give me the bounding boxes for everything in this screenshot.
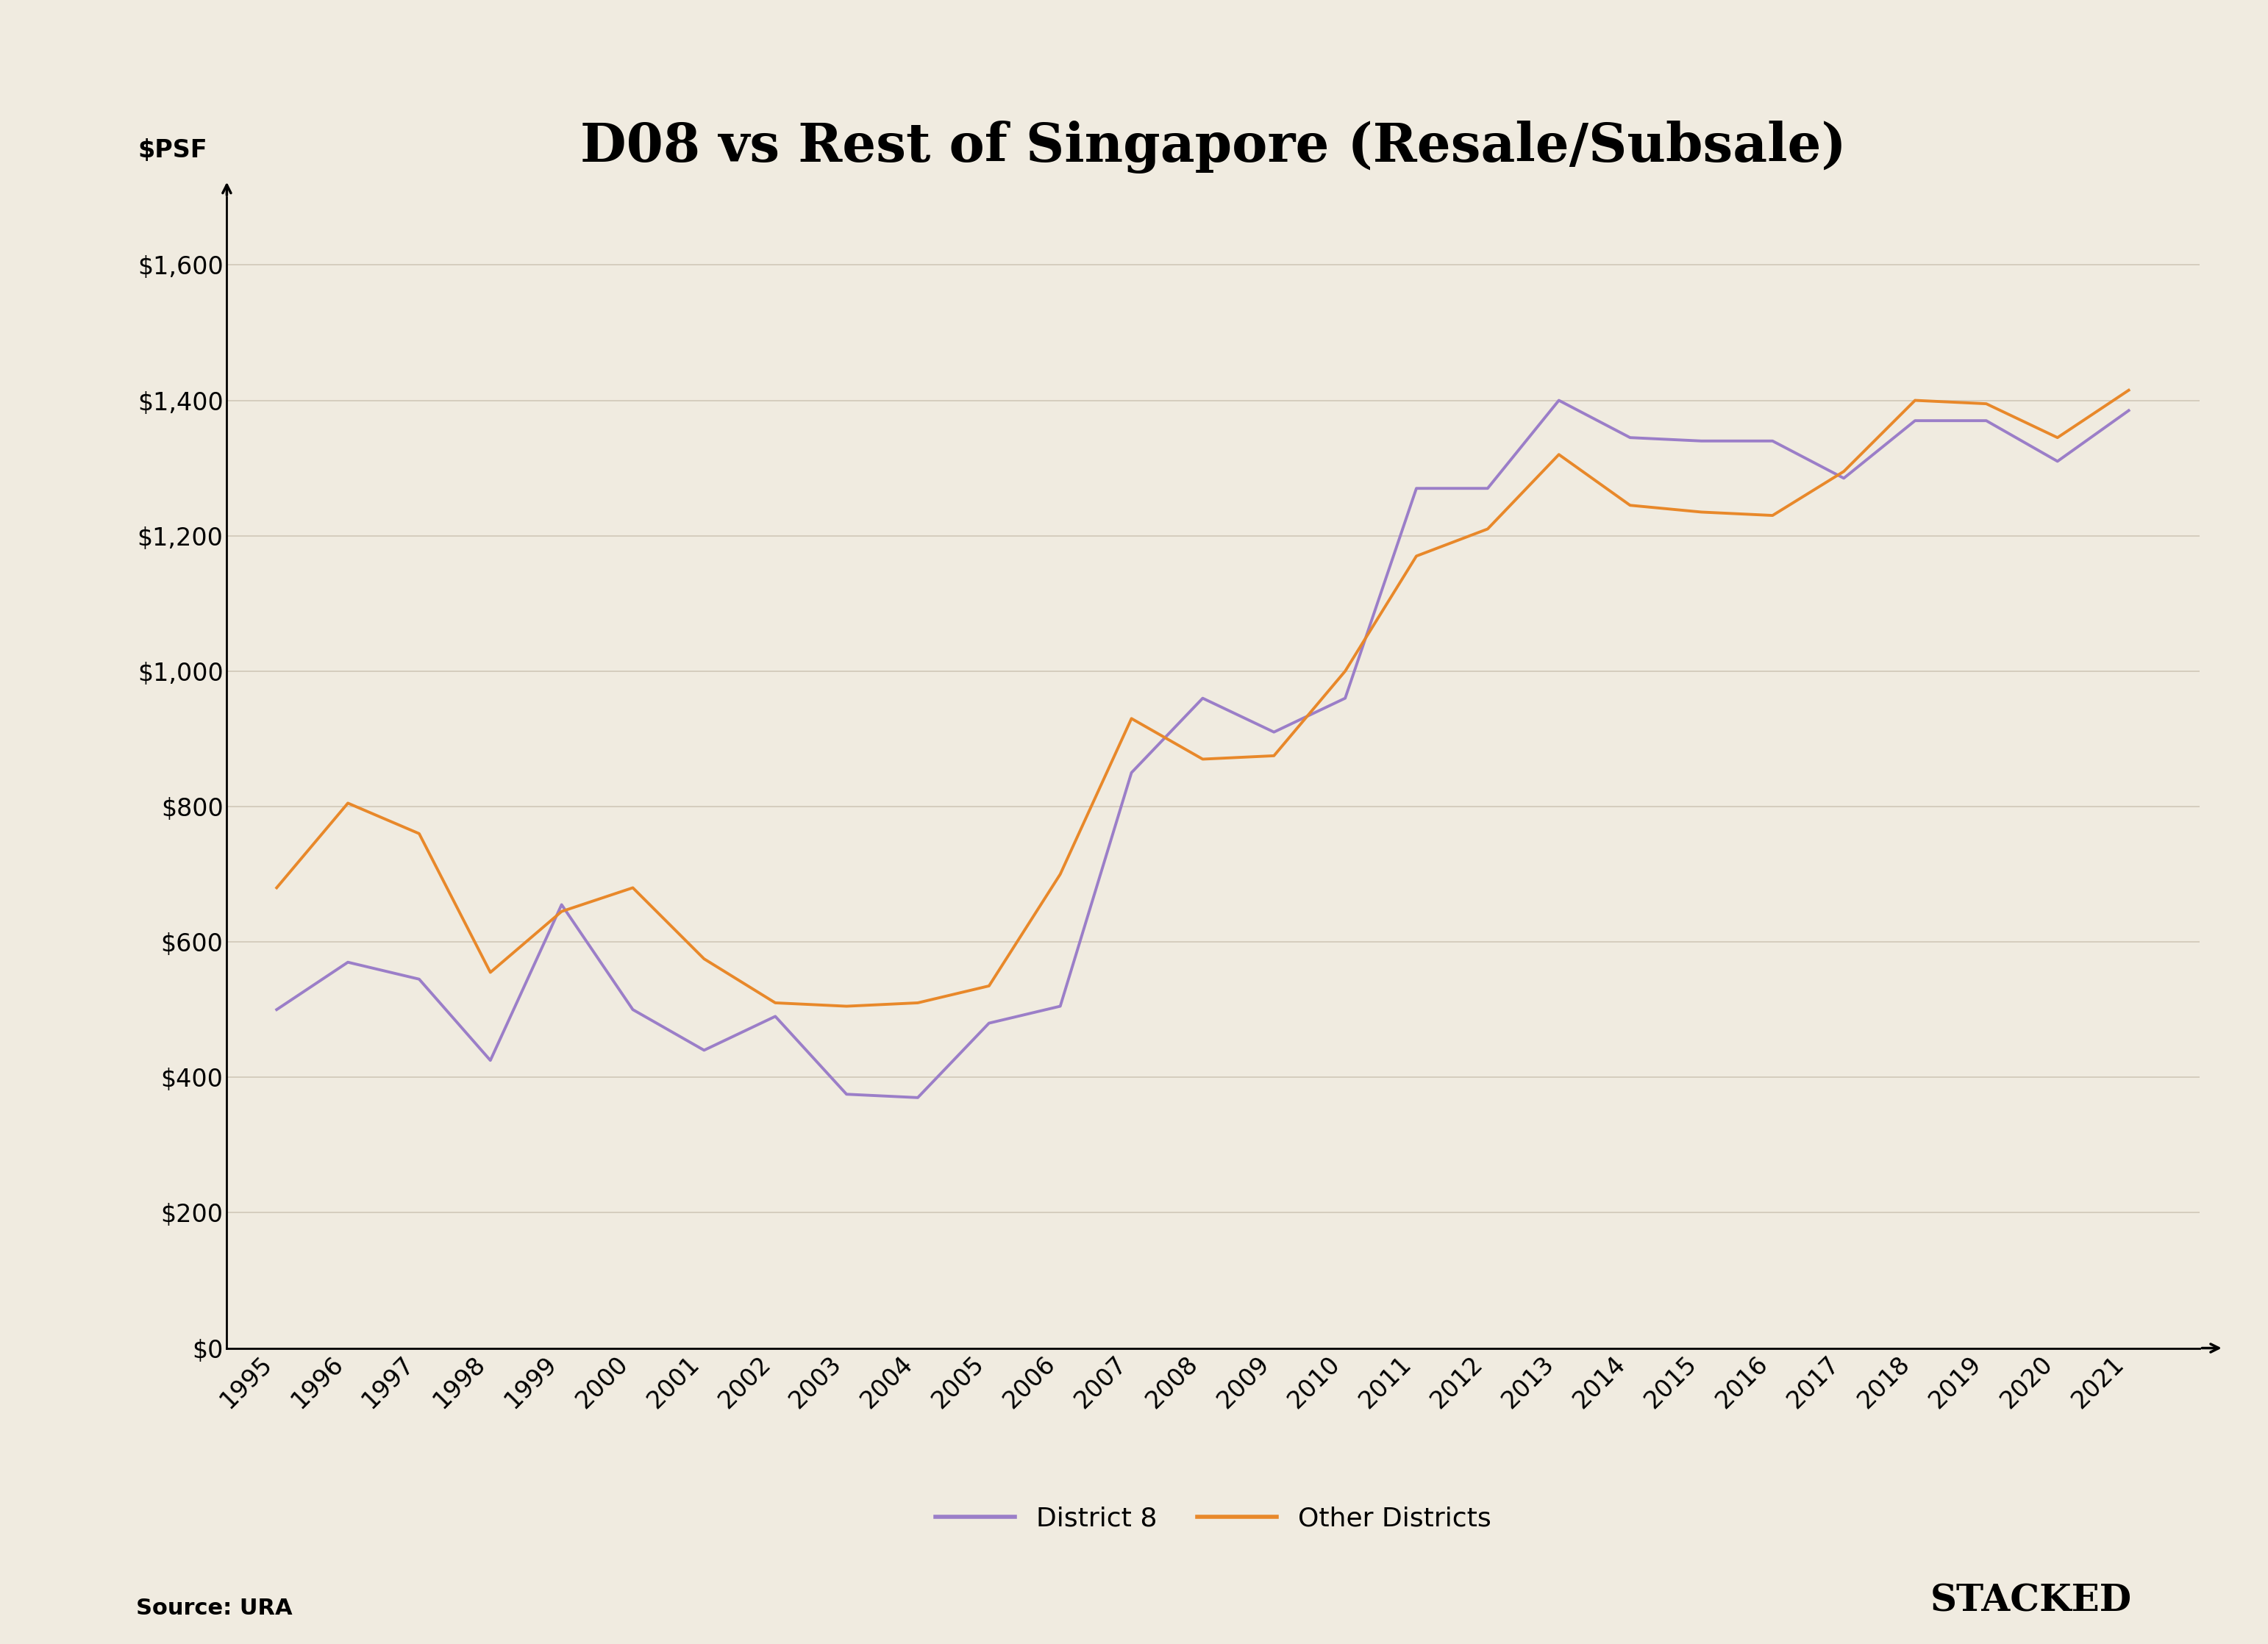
Text: Source: URA: Source: URA: [136, 1598, 293, 1619]
Legend: District 8, Other Districts: District 8, Other Districts: [925, 1496, 1501, 1542]
Text: STACKED: STACKED: [1930, 1583, 2132, 1619]
Text: $PSF: $PSF: [138, 138, 209, 163]
Title: D08 vs Rest of Singapore (Resale/Subsale): D08 vs Rest of Singapore (Resale/Subsale…: [581, 120, 1846, 173]
